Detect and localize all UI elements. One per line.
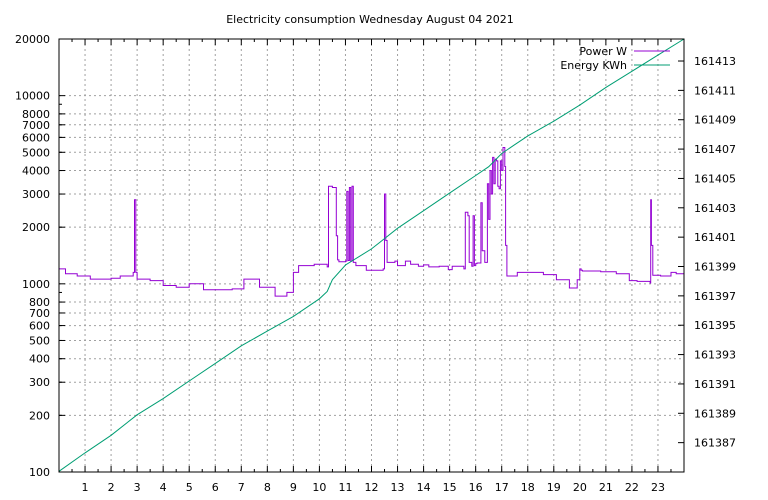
y-tick-label: 8000 (22, 108, 50, 121)
x-tick-label: 4 (160, 481, 167, 494)
x-tick-label: 2 (108, 481, 115, 494)
y-tick-label: 100 (29, 466, 50, 479)
x-tick-label: 5 (186, 481, 193, 494)
y2-tick-label: 161387 (694, 437, 736, 450)
y2-tick-label: 161395 (694, 319, 736, 332)
y-tick-label: 700 (29, 307, 50, 320)
axes: 1 2 3 4 5 6 7 8 9 10 11 12 13 14 15 16 17 18 19 20 21 22 23100… (15, 33, 736, 494)
x-tick-label: 7 (238, 481, 245, 494)
y-tick-label: 2000 (22, 221, 50, 234)
x-tick-label: 17 (495, 481, 509, 494)
x-tick-label: 1 (82, 481, 89, 494)
y2-tick-label: 161401 (694, 231, 736, 244)
y2-tick-label: 161393 (694, 349, 736, 362)
x-tick-label: 13 (391, 481, 405, 494)
x-tick-label: 11 (338, 481, 352, 494)
x-tick-label: 12 (365, 481, 379, 494)
chart-title: Electricity consumption Wednesday August… (226, 13, 514, 26)
x-tick-label: 20 (573, 481, 587, 494)
x-tick-label: 22 (625, 481, 639, 494)
y2-tick-label: 161405 (694, 172, 736, 185)
y2-tick-label: 161391 (694, 378, 736, 391)
series-line-energy-kwh (58, 38, 685, 472)
legend-label: Power W (579, 45, 627, 58)
y-tick-label: 20000 (15, 33, 50, 46)
y-tick-label: 4000 (22, 165, 50, 178)
y-tick-label: 3000 (22, 188, 50, 201)
x-tick-label: 16 (469, 481, 483, 494)
x-tick-label: 15 (443, 481, 457, 494)
series-line-power-w (59, 147, 685, 297)
y-tick-label: 500 (29, 334, 50, 347)
x-tick-label: 21 (599, 481, 613, 494)
y2-tick-label: 161407 (694, 143, 736, 156)
y-tick-label: 800 (29, 296, 50, 309)
x-tick-label: 14 (417, 481, 431, 494)
y-tick-label: 600 (29, 320, 50, 333)
x-tick-label: 18 (521, 481, 535, 494)
x-tick-label: 19 (547, 481, 561, 494)
y2-tick-label: 161409 (694, 114, 736, 127)
y-tick-label: 200 (29, 409, 50, 422)
y-tick-label: 300 (29, 376, 50, 389)
y2-tick-label: 161403 (694, 202, 736, 215)
y-tick-label: 6000 (22, 131, 50, 144)
x-tick-label: 23 (651, 481, 665, 494)
x-tick-label: 3 (134, 481, 141, 494)
y2-tick-label: 161399 (694, 261, 736, 274)
x-tick-label: 10 (312, 481, 326, 494)
y2-tick-label: 161389 (694, 407, 736, 420)
legend-label: Energy KWh (560, 59, 627, 72)
y2-tick-label: 161413 (694, 55, 736, 68)
y-tick-label: 5000 (22, 146, 50, 159)
x-tick-label: 9 (290, 481, 297, 494)
y-tick-label: 400 (29, 353, 50, 366)
plot-series (58, 38, 685, 472)
grid-lines (59, 39, 684, 472)
y-tick-label: 7000 (22, 119, 50, 132)
x-tick-label: 6 (212, 481, 219, 494)
y2-tick-label: 161411 (694, 84, 736, 97)
y-tick-label: 1000 (22, 278, 50, 291)
y2-tick-label: 161397 (694, 290, 736, 303)
x-tick-label: 8 (264, 481, 271, 494)
y-tick-label: 10000 (15, 90, 50, 103)
